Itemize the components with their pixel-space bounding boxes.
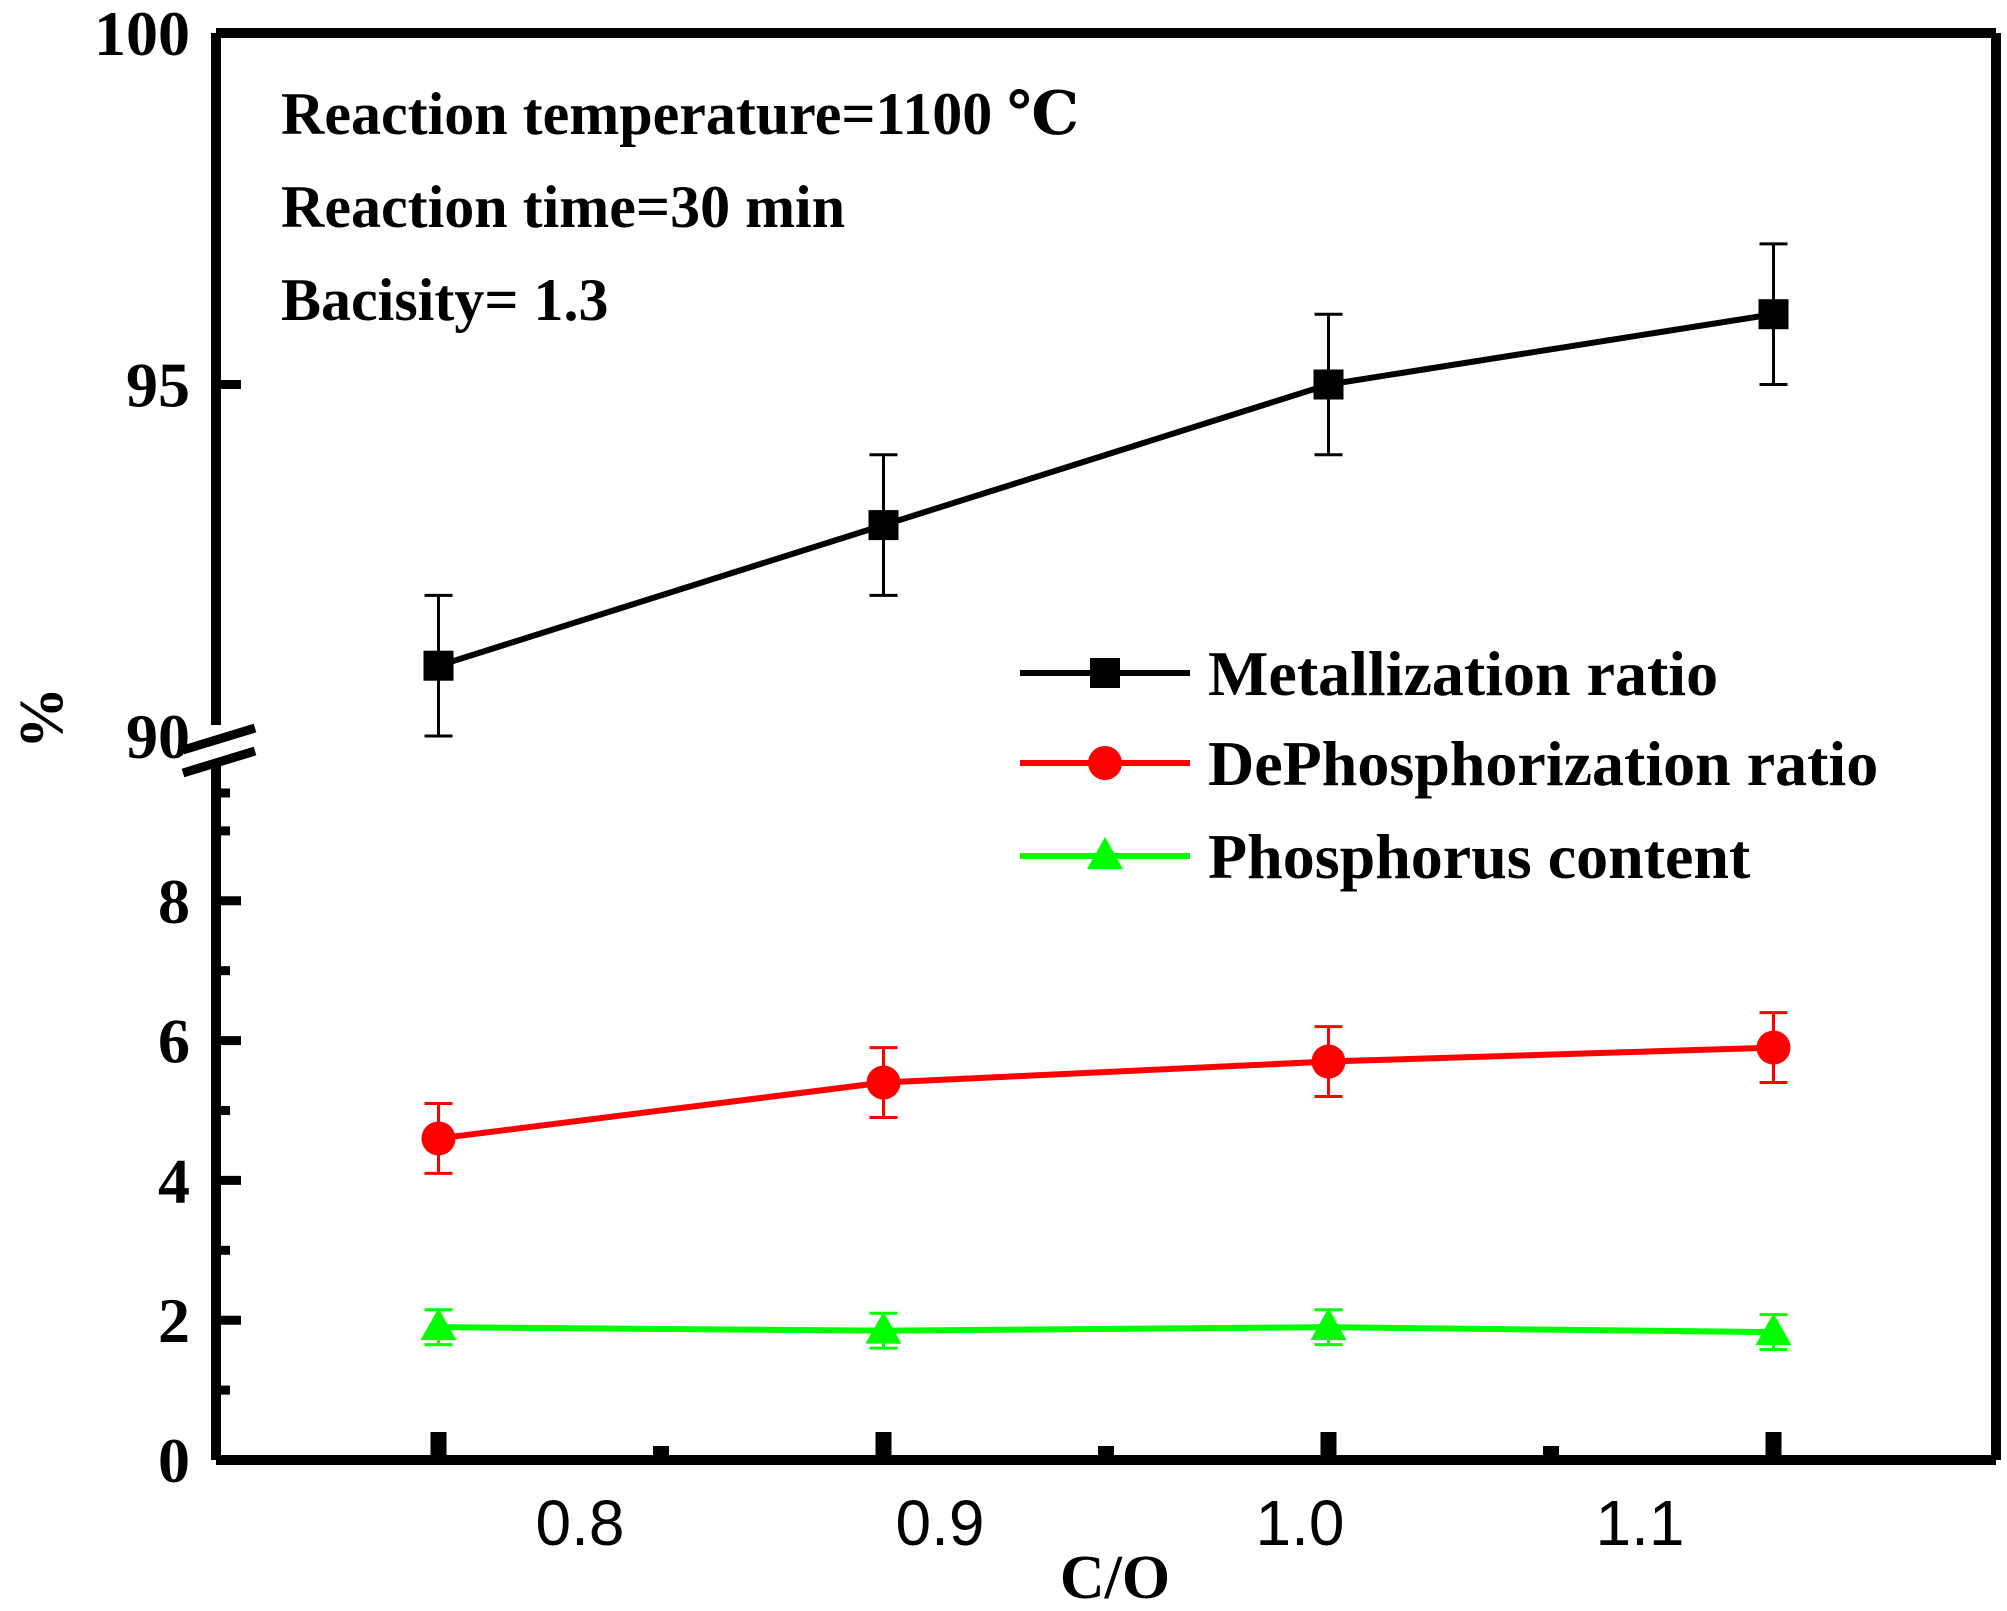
y-tick-label-4: 4 — [158, 1145, 190, 1216]
y-tick-label-2: 2 — [158, 1285, 190, 1356]
legend: Metallization ratio DePhosphorization rat… — [1020, 638, 1878, 892]
x-tick-label-0.9: 0.9 — [896, 1487, 985, 1559]
axis-break-mark-1 — [181, 723, 257, 755]
x-tick-label-1.0: 1.0 — [1256, 1487, 1345, 1559]
marker-1-2 — [1311, 1044, 1346, 1079]
y-tick-label-0: 0 — [158, 1425, 190, 1496]
marker-2-3 — [1755, 1313, 1792, 1346]
marker-0-0 — [423, 650, 454, 681]
y-tick-label-90: 90 — [126, 701, 190, 772]
annotation-temperature: Reaction temperature=1100 ℃ — [281, 81, 1079, 147]
marker-0-2 — [1313, 369, 1344, 400]
legend-label-1: DePhosphorization ratio — [1208, 728, 1878, 799]
legend-marker-0 — [1090, 658, 1120, 688]
y-tick-label-95: 95 — [126, 350, 190, 421]
legend-label-2: Phosphorus content — [1208, 821, 1751, 892]
marker-1-0 — [421, 1121, 456, 1156]
annotation-basicity: Bacisity= 1.3 — [281, 267, 609, 333]
x-tick-label-1.1: 1.1 — [1596, 1487, 1685, 1559]
legend-marker-1 — [1088, 746, 1122, 780]
x-axis-title: C/O — [1060, 1544, 1170, 1606]
marker-1-1 — [866, 1065, 901, 1100]
marker-0-3 — [1758, 299, 1789, 330]
series-line-2 — [438, 1324, 1774, 1336]
y-tick-label-8: 8 — [158, 866, 190, 937]
x-tick-label-0.8: 0.8 — [536, 1487, 625, 1559]
series-line-1 — [438, 1044, 1774, 1142]
axis-break-mark-2 — [181, 746, 257, 778]
marker-2-1 — [865, 1311, 902, 1344]
legend-marker-2 — [1087, 837, 1123, 869]
marker-0-1 — [868, 510, 899, 541]
y-tick-label-100: 100 — [94, 0, 190, 69]
annotation-time: Reaction time=30 min — [281, 174, 845, 240]
y-axis-title: % — [8, 687, 76, 749]
y-tick-label-6: 6 — [158, 1006, 190, 1077]
marker-2-0 — [420, 1308, 457, 1341]
marker-1-3 — [1756, 1030, 1791, 1065]
marker-2-2 — [1310, 1308, 1347, 1341]
legend-label-0: Metallization ratio — [1208, 638, 1718, 709]
series-line-0 — [437, 311, 1774, 669]
